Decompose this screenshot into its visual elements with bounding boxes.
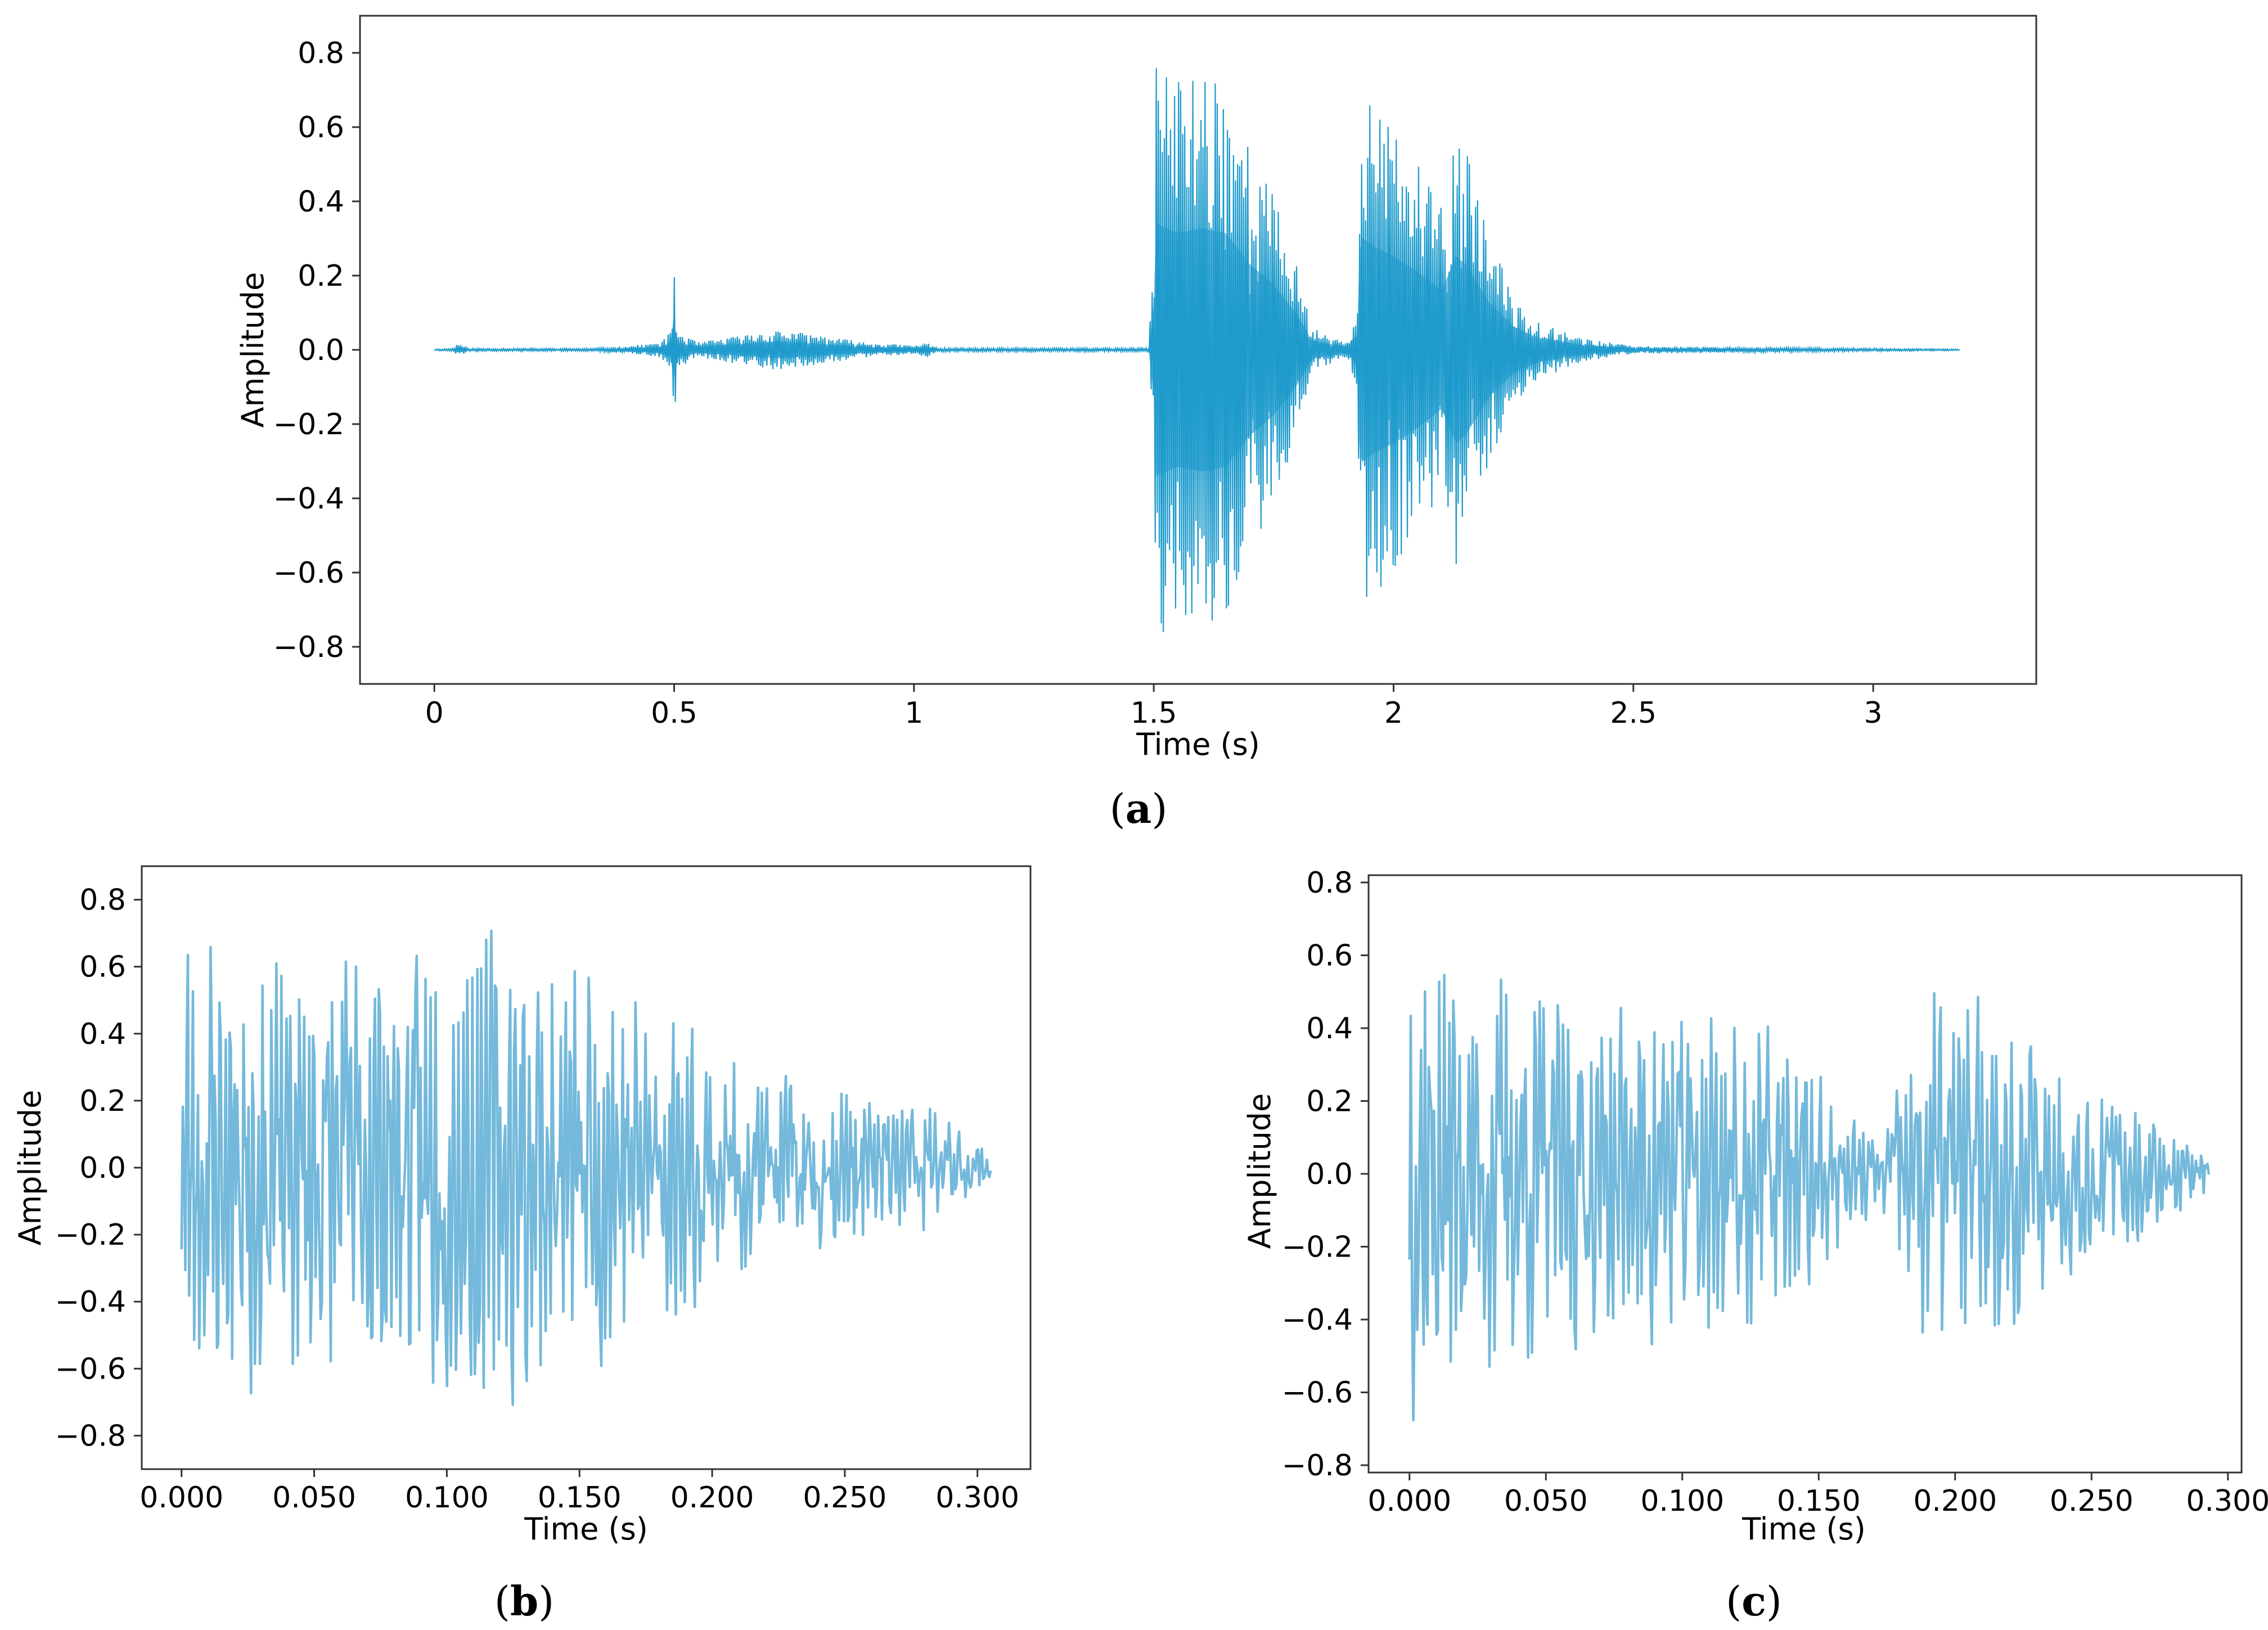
x-tick-label: 0.300 [935, 1481, 1019, 1515]
waveform-line [434, 68, 1960, 632]
panel-c-xlabel: Time (s) [1742, 1511, 1866, 1547]
x-tick-label: 2 [1384, 696, 1403, 730]
panel-c-ylabel: Amplitude [1242, 1093, 1277, 1249]
x-tick-label: 2.5 [1610, 696, 1657, 730]
panel-a-waveform [434, 68, 1960, 632]
y-tick-label: −0.8 [1282, 1449, 1353, 1483]
x-tick-label: 0.250 [803, 1481, 886, 1515]
y-tick-label: −0.2 [55, 1218, 126, 1252]
y-tick-label: −0.4 [273, 482, 344, 516]
y-tick-label: 0.6 [79, 951, 126, 984]
x-tick-label: 0 [425, 696, 444, 730]
x-tick-label: 0.000 [1367, 1484, 1451, 1518]
y-tick-label: −0.2 [273, 408, 344, 442]
panel-a: 0 0.5 1 1.5 2 2.5 3 0.8 0.6 0.4 0.2 0.0 −0.2 −0.4 −0.6… [235, 15, 2037, 832]
waveform-line [1408, 974, 2211, 1422]
y-tick-label: 0.4 [298, 185, 344, 219]
panel-a-xlabel: Time (s) [1136, 727, 1260, 762]
x-tick-label: 0.100 [1640, 1484, 1724, 1518]
panel-a-ylabel: Amplitude [235, 272, 271, 428]
panel-b-ylabel: Amplitude [12, 1090, 48, 1246]
x-tick-label: 0.100 [405, 1481, 489, 1515]
x-tick-label: 0.050 [272, 1481, 356, 1515]
panel-c-ticks: 0.000 0.050 0.100 0.150 0.200 0.250 0.300 0.8 0.… [1282, 866, 2268, 1518]
panel-c-waveform [1408, 974, 2211, 1422]
panel-c: 0.000 0.050 0.100 0.150 0.200 0.250 0.300 0.8 0.… [1242, 866, 2268, 1625]
y-tick-label: 0.0 [1306, 1158, 1353, 1191]
y-tick-label: −0.8 [273, 631, 344, 664]
y-tick-label: 0.2 [298, 259, 344, 293]
x-tick-label: 1.5 [1131, 696, 1177, 730]
panel-b-waveform [180, 929, 992, 1406]
panel-a-ticks: 0 0.5 1 1.5 2 2.5 3 0.8 0.6 0.4 0.2 0.0 −0.2 −0.4 −0.6… [273, 37, 1883, 730]
y-tick-label: 0.4 [79, 1017, 126, 1051]
x-tick-label: 0.300 [2186, 1484, 2268, 1518]
y-tick-label: 0.8 [298, 37, 344, 70]
y-tick-label: −0.4 [55, 1285, 126, 1319]
panel-c-caption: (c) [1726, 1577, 1782, 1625]
x-tick-label: 0.150 [538, 1481, 622, 1515]
x-tick-label: 0.200 [670, 1481, 754, 1515]
y-tick-label: 0.8 [79, 884, 126, 917]
y-tick-label: 0.2 [79, 1084, 126, 1118]
y-tick-label: −0.8 [55, 1419, 126, 1453]
x-tick-label: 1 [904, 696, 923, 730]
panel-b-caption: (b) [494, 1577, 555, 1625]
waveform-line [180, 929, 992, 1406]
x-tick-label: 3 [1864, 696, 1883, 730]
panel-b-caption-letter: b [510, 1577, 538, 1625]
y-tick-label: −0.2 [1282, 1231, 1353, 1264]
y-tick-label: −0.4 [1282, 1303, 1353, 1337]
x-tick-label: 0.050 [1504, 1484, 1588, 1518]
x-tick-label: 0.200 [1913, 1484, 1997, 1518]
panel-a-caption-letter: a [1126, 785, 1152, 832]
panel-c-caption-letter: c [1742, 1577, 1766, 1625]
y-tick-label: −0.6 [55, 1352, 126, 1386]
y-tick-label: 0.6 [1306, 939, 1353, 972]
y-tick-label: 0.0 [298, 334, 344, 367]
x-tick-label: 0.000 [140, 1481, 223, 1515]
y-tick-label: 0.4 [1306, 1012, 1353, 1046]
y-tick-label: 0.8 [1306, 866, 1353, 900]
panel-b: 0.000 0.050 0.100 0.150 0.200 0.250 0.300 0.8 0.… [12, 865, 1032, 1625]
y-tick-label: −0.6 [273, 556, 344, 590]
y-tick-label: 0.0 [79, 1151, 126, 1185]
y-tick-label: −0.6 [1282, 1376, 1353, 1410]
panel-b-xlabel: Time (s) [524, 1511, 648, 1547]
panel-b-ticks: 0.000 0.050 0.100 0.150 0.200 0.250 0.300 0.8 0.… [55, 884, 1019, 1515]
panel-a-caption: (a) [1110, 785, 1168, 832]
x-tick-label: 0.5 [651, 696, 698, 730]
x-tick-label: 0.250 [2050, 1484, 2134, 1518]
y-tick-label: 0.6 [298, 111, 344, 145]
x-tick-label: 0.150 [1777, 1484, 1861, 1518]
y-tick-label: 0.2 [1306, 1084, 1353, 1118]
